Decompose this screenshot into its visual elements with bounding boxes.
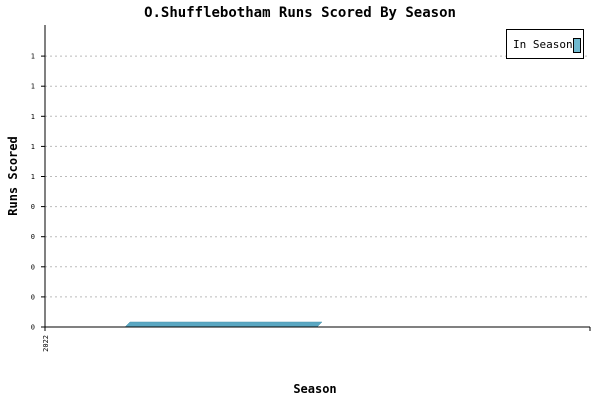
y-tick-label: 1: [31, 53, 35, 61]
y-tick-label: 0: [31, 324, 35, 332]
y-tick-label: 0: [31, 203, 35, 211]
legend: In Season: [506, 29, 584, 59]
chart-title: O.Shufflebotham Runs Scored By Season: [144, 5, 456, 21]
x-tick-label: 2022: [42, 335, 50, 352]
series-layer: [124, 321, 323, 328]
y-tick-label: 1: [31, 83, 35, 91]
x-axis-ticks: 2022: [42, 327, 591, 352]
y-tick-label: 1: [31, 113, 35, 121]
y-tick-label: 0: [31, 293, 35, 301]
legend-swatch: [573, 38, 581, 53]
y-tick-label: 0: [31, 233, 35, 241]
series-area-band: [124, 321, 323, 328]
gridlines: [45, 55, 590, 298]
legend-entry-label: In Season: [513, 38, 573, 51]
x-axis-label: Season: [293, 382, 337, 396]
y-tick-label: 1: [31, 143, 35, 151]
y-axis-label: Runs Scored: [6, 136, 20, 216]
y-tick-label: 1: [31, 173, 35, 181]
y-axis-ticks: 0 0 0 0 0 1 1 1 1 1: [31, 53, 45, 332]
y-tick-label: 0: [31, 263, 35, 271]
